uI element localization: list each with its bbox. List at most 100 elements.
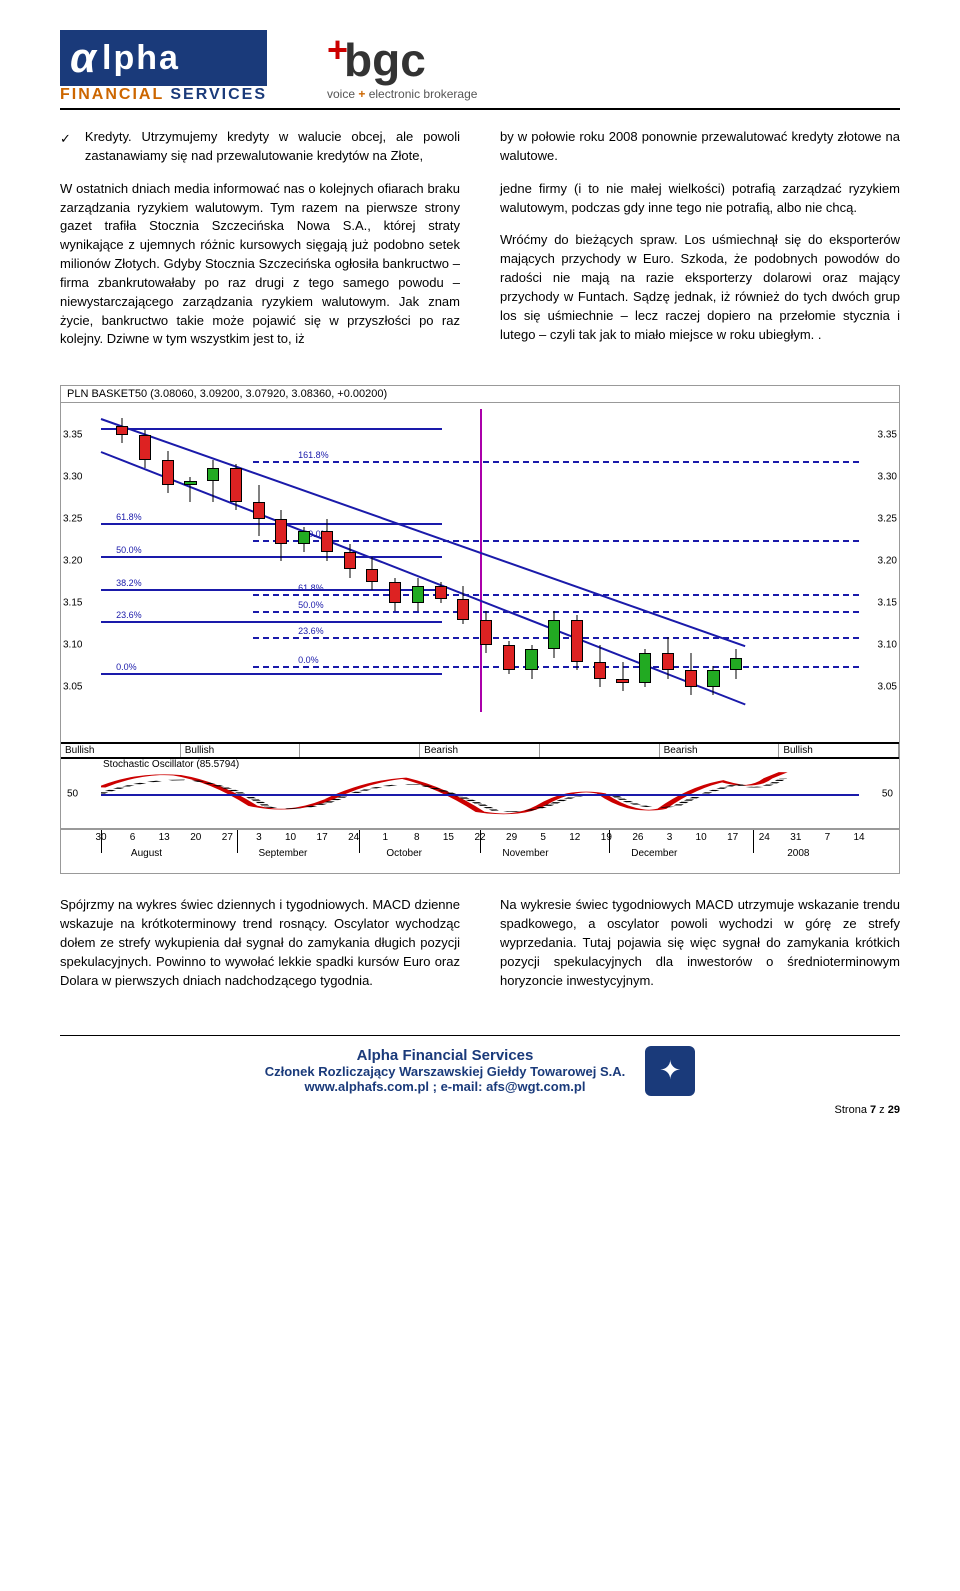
candle	[730, 409, 742, 712]
candle	[685, 409, 697, 712]
page-number: Strona 7 z 29	[60, 1104, 900, 1116]
x-tick-month: 2008	[787, 848, 809, 859]
x-axis: 3061320273101724181522295121926310172431…	[61, 829, 899, 873]
y-tick: 3.35	[878, 429, 897, 440]
candle	[344, 409, 356, 712]
candle	[435, 409, 447, 712]
candle	[412, 409, 424, 712]
x-tick-day: 3	[256, 832, 262, 843]
x-tick-day: 10	[696, 832, 707, 843]
x-tick-day: 17	[317, 832, 328, 843]
y-tick: 3.05	[878, 682, 897, 693]
price-chart: 3.353.303.253.203.153.103.05 3.353.303.2…	[61, 402, 899, 742]
status-cell: Bullish	[61, 744, 181, 757]
x-tick-month: September	[258, 848, 307, 859]
candle	[321, 409, 333, 712]
footer-title: Alpha Financial Services	[265, 1047, 626, 1064]
x-tick-day: 14	[853, 832, 864, 843]
candle	[230, 409, 242, 712]
bottom-columns: Spójrzmy na wykres świec dziennych i tyg…	[60, 896, 900, 1004]
y-tick: 3.15	[63, 597, 82, 608]
y-tick: 3.30	[63, 471, 82, 482]
y-tick: 3.05	[63, 682, 82, 693]
x-divider	[753, 830, 754, 853]
candle	[480, 409, 492, 712]
x-tick-day: 8	[414, 832, 420, 843]
candle	[616, 409, 628, 712]
x-tick-month: October	[386, 848, 422, 859]
bullet-text: Kredyty. Utrzymujemy kredyty w walucie o…	[85, 128, 460, 166]
candle	[594, 409, 606, 712]
bgc-tagline: voice + electronic brokerage	[327, 87, 477, 101]
x-tick-day: 13	[159, 832, 170, 843]
y-tick: 3.20	[63, 555, 82, 566]
candle	[116, 409, 128, 712]
left-body: W ostatnich dniach media informować nas …	[60, 180, 460, 350]
candle	[184, 409, 196, 712]
bottom-left: Spójrzmy na wykres świec dziennych i tyg…	[60, 896, 460, 990]
y-tick: 3.25	[63, 513, 82, 524]
x-tick-day: 10	[285, 832, 296, 843]
bottom-right: Na wykresie świec tygodniowych MACD utrz…	[500, 896, 900, 990]
candle	[389, 409, 401, 712]
status-cell: Bullish	[181, 744, 301, 757]
footer: Alpha Financial Services Członek Rozlicz…	[60, 1035, 900, 1116]
top-columns: ✓ Kredyty. Utrzymujemy kredyty w walucie…	[60, 128, 900, 180]
x-tick-day: 26	[632, 832, 643, 843]
x-tick-day: 5	[540, 832, 546, 843]
bgc-name: bgc	[344, 33, 426, 87]
y-tick: 3.10	[878, 639, 897, 650]
x-tick-day: 3	[667, 832, 673, 843]
x-tick-month: November	[502, 848, 548, 859]
y-tick: 3.10	[63, 639, 82, 650]
candle	[298, 409, 310, 712]
x-divider	[101, 830, 102, 853]
right-top-para: by w połowie roku 2008 ponownie przewalu…	[500, 128, 900, 166]
x-tick-day: 15	[443, 832, 454, 843]
status-cell	[540, 744, 660, 757]
header-rule	[60, 108, 900, 110]
stochastic-panel: Stochastic Oscillator (85.5794) 50 50	[61, 759, 899, 829]
x-tick-month: December	[631, 848, 677, 859]
bullet-item: ✓ Kredyty. Utrzymujemy kredyty w walucie…	[60, 128, 460, 166]
footer-line2: Członek Rozliczający Warszawskiej Giełdy…	[265, 1064, 626, 1079]
chart-title: PLN BASKET50 (3.08060, 3.09200, 3.07920,…	[61, 386, 899, 402]
x-tick-day: 24	[759, 832, 770, 843]
x-divider	[237, 830, 238, 853]
candle	[207, 409, 219, 712]
x-tick-day: 12	[569, 832, 580, 843]
status-cell: Bullish	[779, 744, 899, 757]
candle	[571, 409, 583, 712]
x-tick-month: August	[131, 848, 162, 859]
x-tick-day: 6	[130, 832, 136, 843]
x-tick-day: 19	[601, 832, 612, 843]
x-tick-day: 17	[727, 832, 738, 843]
candle	[139, 409, 151, 712]
x-tick-day: 29	[506, 832, 517, 843]
candle	[525, 409, 537, 712]
x-tick-day: 1	[382, 832, 388, 843]
alpha-logo: α lpha FINANCIAL SERVICES	[60, 30, 267, 104]
right-body-col: jedne firmy (i to nie małej wielkości) p…	[500, 180, 900, 364]
candle	[457, 409, 469, 712]
x-tick-day: 20	[190, 832, 201, 843]
candle	[275, 409, 287, 712]
x-tick-day: 7	[825, 832, 831, 843]
y-tick: 3.20	[878, 555, 897, 566]
x-tick-day: 27	[222, 832, 233, 843]
x-divider	[609, 830, 610, 853]
stoch-tick-left: 50	[67, 788, 78, 799]
header-logos: α lpha FINANCIAL SERVICES + bgc voice + …	[60, 30, 900, 104]
status-cell	[300, 744, 420, 757]
candle	[662, 409, 674, 712]
y-tick: 3.25	[878, 513, 897, 524]
candle	[639, 409, 651, 712]
footer-icon: ✦	[645, 1046, 695, 1096]
candle	[253, 409, 265, 712]
x-tick-day: 31	[790, 832, 801, 843]
alpha-symbol: α	[70, 34, 96, 82]
candle	[548, 409, 560, 712]
alpha-fin: FINANCIAL	[60, 86, 164, 103]
check-icon: ✓	[60, 130, 71, 149]
x-divider	[359, 830, 360, 853]
